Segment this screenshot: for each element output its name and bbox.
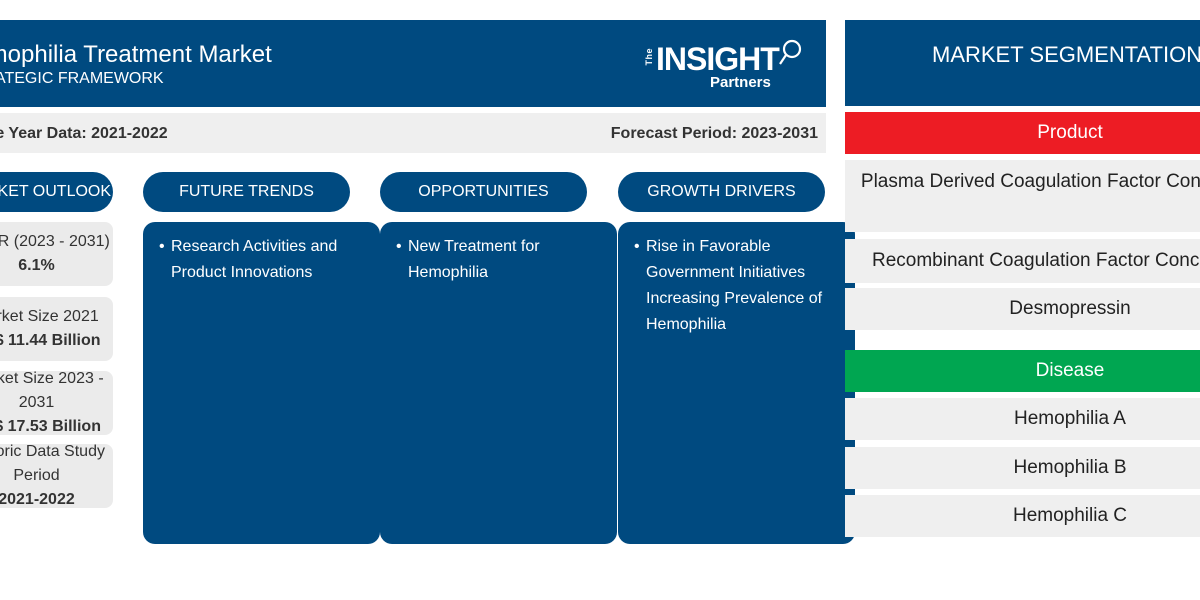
outlook-study-period-box: Historic Data Study Period 2021-2022 <box>0 444 113 508</box>
logo-the-text: The <box>644 48 654 66</box>
outlook-box-label: Market Size 2023 - 2031 <box>0 371 104 411</box>
bullet-icon: • <box>634 238 640 255</box>
data-period-bar: Base Year Data: 2021-2022 Forecast Perio… <box>0 113 826 153</box>
opportunities-panel: • New Treatment for Hemophilia <box>380 222 617 544</box>
future-trends-panel: • Research Activities and Product Innova… <box>143 222 380 544</box>
segment-item: Hemophilia B <box>845 447 1200 489</box>
growth-drivers-pill: GROWTH DRIVERS <box>618 172 825 212</box>
segment-category-product: Product <box>845 112 1200 154</box>
forecast-period-label: Forecast Period: 2023-2031 <box>610 125 818 142</box>
bullet-icon: • <box>159 238 165 255</box>
outlook-box-label: Historic Data Study Period <box>0 444 105 484</box>
header-banner <box>0 20 826 107</box>
logo-sub-text: Partners <box>710 74 771 91</box>
list-item: • New Treatment for Hemophilia <box>396 234 603 286</box>
segment-item: Hemophilia C <box>845 495 1200 537</box>
outlook-box-label: Market Size 2021 <box>0 308 99 325</box>
segment-item: Recombinant Coagulation Factor Concentra… <box>845 239 1200 283</box>
segment-category-disease: Disease <box>845 350 1200 392</box>
outlook-box-value: US$ 11.44 Billion <box>0 332 101 349</box>
outlook-forecast-size-box: Market Size 2023 - 2031 US$ 17.53 Billio… <box>0 371 113 435</box>
segment-item: Hemophilia A <box>845 398 1200 440</box>
list-item: • Research Activities and Product Innova… <box>159 234 366 286</box>
market-outlook-pill: MARKET OUTLOOK <box>0 172 113 212</box>
page-title: Hemophilia Treatment Market <box>0 41 272 68</box>
market-segmentation-header: MARKET SEGMENTATION <box>845 20 1200 106</box>
logo-main-text: INSIGHT <box>656 41 780 77</box>
growth-drivers-panel: • Rise in Favorable Government Initiativ… <box>618 222 855 544</box>
bullet-icon: • <box>396 238 402 255</box>
opportunities-pill: OPPORTUNITIES <box>380 172 587 212</box>
future-trends-pill: FUTURE TRENDS <box>143 172 350 212</box>
outlook-box-value: 6.1% <box>18 257 55 274</box>
segment-item: Plasma Derived Coagulation Factor Concen… <box>845 160 1200 232</box>
lightbulb-icon <box>779 39 802 65</box>
outlook-cagr-box: CAGR (2023 - 2031) 6.1% <box>0 222 113 286</box>
list-item: • Rise in Favorable Government Initiativ… <box>634 234 841 338</box>
outlook-box-label: CAGR (2023 - 2031) <box>0 233 110 250</box>
segment-item: Desmopressin <box>845 288 1200 330</box>
base-year-label: Base Year Data: 2021-2022 <box>0 125 168 142</box>
outlook-box-value: 2021-2022 <box>0 491 75 508</box>
outlook-box-value: US$ 17.53 Billion <box>0 418 101 435</box>
insight-partners-logo: The INSIGHT Partners <box>644 38 804 94</box>
page-subtitle: STRATEGIC FRAMEWORK <box>0 70 164 87</box>
outlook-market-size-box: Market Size 2021 US$ 11.44 Billion <box>0 297 113 361</box>
